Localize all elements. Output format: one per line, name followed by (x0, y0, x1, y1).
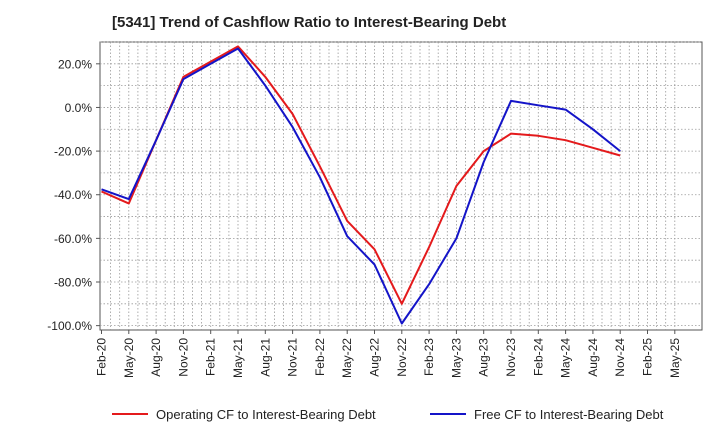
legend-label-operating-cf: Operating CF to Interest-Bearing Debt (156, 406, 376, 422)
x-tick-label: May-25 (668, 338, 682, 378)
x-tick-label: Aug-21 (258, 338, 272, 377)
x-tick-label: Aug-22 (368, 338, 382, 377)
x-axis-ticks: Feb-20 May-20 Aug-20 Nov-20 Feb-21 May-21 Aug-… (95, 330, 682, 378)
x-tick-label: Feb-24 (531, 338, 545, 376)
legend-swatch-free-cf (430, 413, 466, 415)
y-tick-label: -100.0% (47, 319, 92, 333)
x-tick-label: Feb-20 (95, 338, 109, 376)
chart-title: [5341] Trend of Cashflow Ratio to Intere… (112, 14, 507, 31)
x-tick-label: Nov-24 (613, 338, 627, 377)
x-tick-label: May-23 (449, 338, 463, 378)
grid-lines (100, 41, 702, 330)
series-line-operating-cf (101, 45, 621, 305)
y-tick-label: -60.0% (54, 232, 92, 246)
x-tick-label: May-20 (122, 338, 136, 378)
y-axis-ticks: 20.0% 0.0% -20.0% -40.0% -60.0% -80.0% -100.0% (47, 57, 100, 333)
x-tick-label: Feb-23 (422, 338, 436, 376)
x-tick-label: Aug-24 (586, 338, 600, 377)
x-tick-label: Nov-23 (504, 338, 518, 377)
x-tick-label: May-22 (340, 338, 354, 378)
y-tick-label: -40.0% (54, 188, 92, 202)
x-tick-label: Nov-21 (286, 338, 300, 377)
legend-item-operating-cf: Operating CF to Interest-Bearing Debt (112, 404, 376, 424)
plot-area (99, 41, 703, 331)
y-tick-label: 20.0% (58, 57, 92, 71)
series-line-free-cf (101, 47, 621, 325)
x-tick-label: Aug-20 (149, 338, 163, 377)
legend-swatch-operating-cf (112, 413, 148, 415)
x-tick-label: Nov-22 (395, 338, 409, 377)
y-tick-label: -20.0% (54, 145, 92, 159)
legend-item-free-cf: Free CF to Interest-Bearing Debt (430, 404, 663, 424)
x-tick-label: Feb-25 (641, 338, 655, 376)
x-tick-label: May-21 (231, 338, 245, 378)
series-lines (101, 45, 621, 325)
x-tick-label: May-24 (559, 338, 573, 378)
legend-label-free-cf: Free CF to Interest-Bearing Debt (474, 406, 664, 422)
x-tick-label: Feb-22 (313, 338, 327, 376)
x-tick-label: Aug-23 (477, 338, 491, 377)
x-tick-label: Nov-20 (176, 338, 190, 377)
y-tick-label: 0.0% (65, 101, 93, 115)
y-tick-label: -80.0% (54, 276, 92, 290)
x-tick-label: Feb-21 (204, 338, 218, 376)
